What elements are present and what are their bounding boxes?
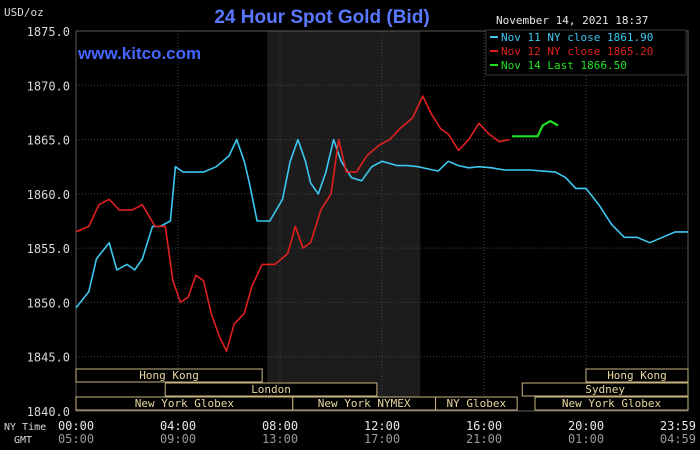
y-tick-label: 1875.0	[27, 25, 70, 39]
y-tick-label: 1855.0	[27, 242, 70, 256]
legend-box	[485, 29, 687, 76]
session-label: Hong Kong	[139, 369, 199, 382]
price-series	[75, 95, 688, 353]
session-label: New York Globex	[562, 397, 662, 410]
legend-entry: Nov 14 Last 1866.50	[501, 59, 627, 72]
gmt-tick: 05:00	[58, 432, 94, 446]
y-tick-label: 1865.0	[27, 134, 70, 148]
units-label: USD/oz	[4, 6, 44, 19]
gmt-tick: 13:00	[262, 432, 298, 446]
y-tick-label: 1845.0	[27, 351, 70, 365]
session-label: Hong Kong	[607, 369, 667, 382]
gmt-tick: 04:59	[660, 432, 696, 446]
ny-time-tick: 12:00	[364, 419, 400, 433]
ny-time-tick: 04:00	[160, 419, 196, 433]
y-tick-label: 1840.0	[27, 405, 70, 419]
session-box	[534, 396, 689, 411]
session-label: London	[251, 383, 291, 396]
shaded-trading-region	[267, 31, 421, 411]
ny-time-tick: 23:59	[660, 419, 696, 433]
ny-time-tick: 16:00	[466, 419, 502, 433]
session-label: NY Globex	[447, 397, 507, 410]
session-label: New York Globex	[135, 397, 235, 410]
gmt-label: GMT	[14, 435, 32, 446]
gmt-tick: 09:00	[160, 432, 196, 446]
y-tick-label: 1870.0	[27, 79, 70, 93]
website-label: www.kitco.com	[77, 44, 201, 63]
session-box	[521, 382, 689, 397]
gmt-tick: 01:00	[568, 432, 604, 446]
gmt-tick: 17:00	[364, 432, 400, 446]
y-tick-label: 1850.0	[27, 296, 70, 310]
session-label: Sydney	[585, 383, 625, 396]
ny-time-tick: 20:00	[568, 419, 604, 433]
session-box	[435, 396, 518, 411]
timestamp: November 14, 2021 18:37	[496, 14, 648, 27]
plot-frame	[75, 30, 689, 412]
gmt-tick: 21:00	[466, 432, 502, 446]
session-box	[75, 368, 263, 383]
series-line-2	[75, 95, 510, 353]
legend-entry: Nov 12 NY close 1865.20	[501, 45, 653, 58]
y-tick-label: 1860.0	[27, 188, 70, 202]
grid-lines	[75, 30, 689, 412]
session-box	[164, 382, 378, 397]
chart-title: 24 Hour Spot Gold (Bid)	[214, 7, 429, 28]
ny-time-tick: 00:00	[58, 419, 94, 433]
session-label: New York NYMEX	[318, 397, 411, 410]
ny-time-tick: 08:00	[262, 419, 298, 433]
legend-entry: Nov 11 NY close 1861.90	[501, 31, 653, 44]
series-line-3	[512, 120, 559, 138]
axis-labels: 1840.0 1845.0 1850.0 1855.0 1860.0 1865.0 1870…	[27, 25, 696, 446]
ny-time-label: NY Time	[4, 422, 46, 433]
session-box	[585, 368, 689, 383]
